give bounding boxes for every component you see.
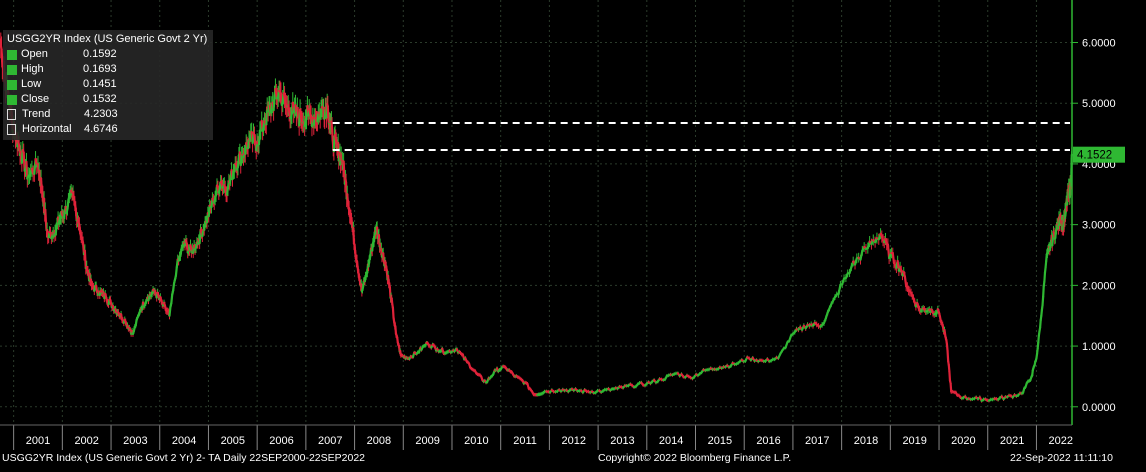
y-tick-label: 5.0000	[1082, 98, 1116, 110]
last-value-label: 4.1522	[1077, 150, 1112, 162]
y-tick-label: 2.0000	[1082, 280, 1116, 292]
x-tick-label: 2019	[902, 435, 926, 447]
x-tick-label: 2007	[318, 435, 342, 447]
x-tick-label: 2018	[854, 435, 878, 447]
y-tick-label: 1.0000	[1082, 341, 1116, 353]
x-tick-label: 2008	[367, 435, 391, 447]
x-tick-label: 2013	[610, 435, 634, 447]
legend-row-trend: Trend 4.2303	[7, 107, 207, 122]
x-tick-label: 2015	[708, 435, 732, 447]
grid-lines	[0, 0, 1072, 425]
green-swatch-icon	[7, 94, 17, 105]
horizontal-lines	[332, 121, 1070, 151]
footer-bar: USGG2YR Index (US Generic Govt 2 Yr) 2- …	[0, 452, 1146, 466]
last-value-badge	[1073, 146, 1125, 163]
green-swatch-icon	[7, 64, 17, 75]
x-tick-label: 2011	[513, 435, 537, 447]
x-tick-label: 2014	[659, 435, 683, 447]
legend-title: USGG2YR Index (US Generic Govt 2 Yr)	[7, 33, 208, 45]
green-swatch-icon	[7, 79, 17, 90]
y-tick-label: 0.0000	[1082, 402, 1116, 414]
x-tick-label: 2009	[415, 435, 439, 447]
x-tick-label: 2020	[951, 435, 975, 447]
price-series	[0, 32, 1074, 403]
x-tick-label: 2001	[26, 435, 50, 447]
y-tick-label: 3.0000	[1082, 220, 1116, 232]
y-tick-label: 6.0000	[1082, 38, 1116, 50]
legend-row-open: Open 0.1592	[7, 47, 207, 62]
x-tick-label: 2021	[1000, 435, 1024, 447]
legend-row-close: Close 0.1532	[7, 92, 207, 107]
green-swatch-icon	[7, 49, 17, 60]
x-tick-label: 2004	[172, 435, 196, 447]
legend-row-horizontal: Horizontal 4.6746	[7, 122, 207, 137]
chart-legend: USGG2YR Index (US Generic Govt 2 Yr) Ope…	[3, 30, 214, 140]
axes: 0.00001.00002.00003.00004.00005.00006.00…	[0, 0, 1125, 450]
x-tick-label: 2010	[464, 435, 488, 447]
checkbox-icon[interactable]	[7, 109, 16, 120]
legend-row-low: Low 0.1451	[7, 77, 207, 92]
price-chart: 0.00001.00002.00003.00004.00005.00006.00…	[0, 0, 1125, 450]
footer-left-text: USGG2YR Index (US Generic Govt 2 Yr) 2- …	[2, 452, 366, 464]
x-tick-label: 2016	[756, 435, 780, 447]
x-tick-label: 2006	[269, 435, 293, 447]
copyright-text: Copyright© 2022 Bloomberg Finance L.P.	[598, 452, 792, 464]
x-tick-label: 2005	[221, 435, 245, 447]
x-tick-label: 2002	[74, 435, 98, 447]
x-tick-label: 2022	[1049, 435, 1073, 447]
x-tick-label: 2017	[805, 435, 829, 447]
x-tick-label: 2003	[123, 435, 147, 447]
timestamp-text: 22-Sep-2022 11:11:10	[1010, 452, 1113, 464]
legend-row-high: High 0.1693	[7, 62, 207, 77]
checkbox-icon[interactable]	[7, 124, 16, 135]
x-tick-label: 2012	[562, 435, 586, 447]
